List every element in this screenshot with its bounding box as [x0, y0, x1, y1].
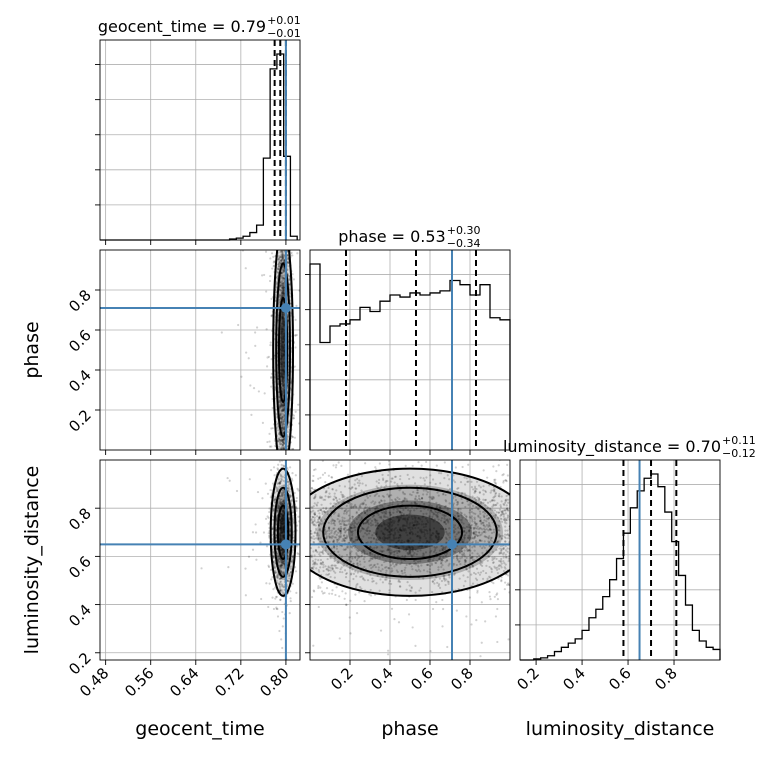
grid-lines [310, 250, 510, 450]
x-axis-label: geocent_time [135, 718, 264, 740]
truth-marker [280, 539, 291, 550]
title-main: luminosity_distance = 0.70 [503, 437, 721, 457]
contour-line [310, 467, 510, 597]
x-tick-label: 0.2 [327, 664, 357, 694]
x-tick-label: 0.56 [121, 664, 157, 700]
x-tick-label: 0.6 [407, 664, 437, 694]
contour-line [277, 296, 289, 404]
truth-marker [280, 303, 291, 313]
axes-frame [99, 249, 301, 451]
histogram-phase [309, 263, 511, 450]
density-shading [310, 468, 510, 596]
panel-title: geocent_time = 0.79 +0.01−0.01 [98, 14, 301, 40]
hist-panel-phase: phase = 0.53 +0.30−0.34 [305, 224, 511, 455]
y-tick-label: 0.6 [65, 552, 95, 582]
x-tick-label: 0.64 [166, 664, 202, 700]
x-tick-label: 0.4 [367, 664, 397, 694]
y-tick-label: 0.8 [65, 286, 95, 316]
axes-frame [99, 39, 301, 241]
truth-marker [447, 539, 457, 550]
contour-line [275, 262, 292, 438]
x-tick-label: 0.72 [211, 664, 247, 700]
y-axis-label: phase [21, 321, 43, 378]
scatter-panel-phase-vs-geocent_time: 0.2 0.4 0.6 0.8 phase [21, 249, 301, 455]
contour-line [276, 504, 290, 561]
grid-lines [310, 460, 510, 660]
x-axis-label: luminosity_distance [526, 718, 715, 740]
axes-frame [309, 459, 511, 661]
y-tick-label: 0.4 [65, 366, 95, 396]
hist-panel-geocent_time: geocent_time = 0.79 +0.01−0.01 [95, 14, 301, 245]
y-tick-label: 0.4 [65, 601, 95, 631]
title-upper-error: +0.11 [722, 434, 756, 447]
x-axis-label: phase [381, 718, 438, 740]
axes-frame [99, 459, 301, 661]
contour-line [269, 467, 297, 597]
axes-frame [519, 459, 721, 661]
x-tick-label: 0.8 [651, 664, 681, 694]
grid-lines [520, 460, 720, 660]
histogram-geocent_time [100, 53, 298, 241]
title-upper-error: +0.30 [447, 224, 481, 237]
x-tick-label: 0.4 [559, 664, 589, 694]
y-tick-label: 0.6 [65, 326, 95, 356]
hist-panel-luminosity_distance: 0.2 0.4 0.6 0.8 luminosity_distance luminosit… [503, 434, 756, 740]
title-main: geocent_time = 0.79 [98, 17, 266, 37]
y-tick-label: 0.8 [65, 504, 95, 534]
scatter-panel-luminosity_distance-vs-phase: 0.2 0.4 0.6 0.8 phase [305, 459, 511, 740]
y-tick-label: 0.2 [65, 406, 95, 436]
title-lower-error: −0.34 [447, 237, 481, 250]
title-lower-error: −0.12 [722, 447, 756, 460]
x-tick-label: 0.8 [447, 664, 477, 694]
x-tick-label: 0.2 [513, 664, 543, 694]
title-main: phase = 0.53 [338, 227, 445, 246]
contour-line [322, 486, 498, 578]
contour-line [272, 250, 295, 450]
x-tick-label: 0.6 [605, 664, 635, 694]
title-upper-error: +0.01 [267, 14, 301, 27]
y-axis-label: luminosity_distance [21, 466, 43, 655]
contour-line [273, 486, 293, 578]
contour-line [356, 504, 464, 561]
panel-title: luminosity_distance = 0.70 +0.11−0.12 [503, 434, 756, 460]
x-tick-label: 0.80 [256, 664, 292, 700]
title-lower-error: −0.01 [267, 27, 301, 40]
panel-title: phase = 0.53 +0.30−0.34 [338, 224, 480, 250]
axes-frame [309, 249, 511, 451]
histogram-luminosity_distance [520, 473, 721, 661]
